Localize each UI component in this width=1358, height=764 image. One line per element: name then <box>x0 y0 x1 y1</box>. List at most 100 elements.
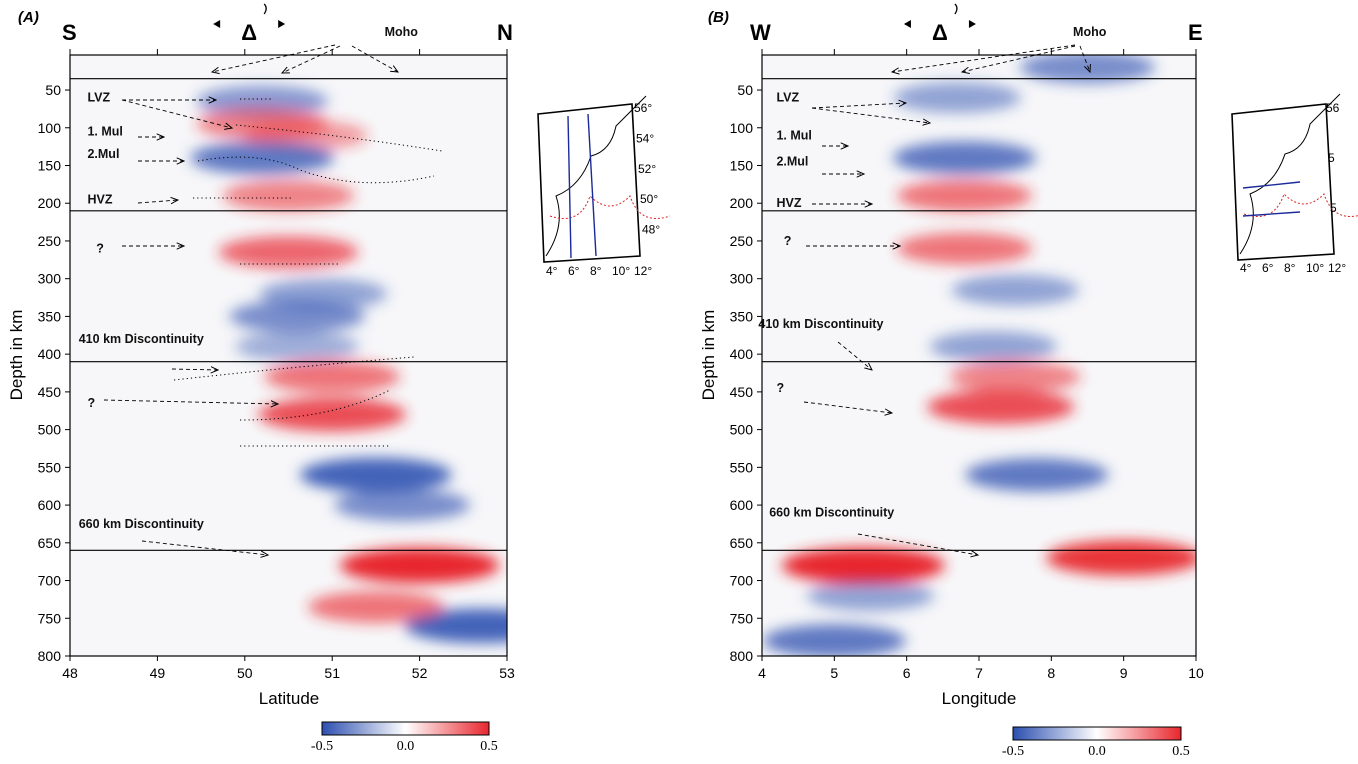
colorbar-tick-label: 0.5 <box>480 739 498 754</box>
y-tick-label: 300 <box>730 271 754 287</box>
anomaly-blob <box>951 274 1079 306</box>
annotation-label: LVZ <box>776 91 799 105</box>
anomaly-blob <box>1045 540 1196 576</box>
y-tick-label: 550 <box>730 459 754 475</box>
map-lat-tick: 56 <box>1326 101 1340 115</box>
left-arrowhead-icon <box>903 20 911 28</box>
dotted-trace <box>197 156 435 184</box>
anomaly-blob <box>235 331 360 362</box>
x-tick-label: 5 <box>830 665 838 681</box>
x-tick-label: 9 <box>1120 665 1128 681</box>
y-tick-label: 500 <box>38 422 62 438</box>
y-axis-title: Depth in km <box>7 310 26 401</box>
colorbar-tick-label: -0.5 <box>1002 744 1024 759</box>
map-lon-tick: 10° <box>1306 261 1324 275</box>
profile-line <box>567 115 572 259</box>
y-axis-title: Depth in km <box>699 310 718 401</box>
direction-right: E <box>1188 20 1203 45</box>
annotation-arrow <box>141 540 268 555</box>
annotation-arrow <box>121 99 232 128</box>
annotation-label: LVZ <box>87 91 110 105</box>
y-tick-label: 150 <box>38 157 62 173</box>
profile-line <box>1242 181 1301 189</box>
map-lat-tick: 5 <box>1330 201 1337 215</box>
y-tick-label: 250 <box>730 233 754 249</box>
x-tick-label: 4 <box>758 665 766 681</box>
annotation-arrows <box>103 44 1090 555</box>
y-tick-label: 750 <box>730 610 754 626</box>
y-tick-label: 600 <box>38 497 62 513</box>
annotation-label: HVZ <box>87 192 112 206</box>
annotation-arrow <box>811 103 906 109</box>
y-tick-label: 800 <box>730 648 754 664</box>
map-lat-tick: 56° <box>634 101 652 115</box>
anomaly-layer <box>762 55 1196 656</box>
panel-label: (B) <box>708 9 729 26</box>
annotation-label: ? <box>87 396 95 410</box>
y-tick-label: 200 <box>730 195 754 211</box>
x-tick-label: 10 <box>1188 665 1204 681</box>
panel-a: 5010015020025030035040045050055060065070… <box>7 3 1191 754</box>
annotation-arrow <box>171 369 218 370</box>
plot-frame <box>69 54 508 657</box>
y-tick-label: 800 <box>38 648 62 664</box>
colorbar-tick-label: 0.5 <box>1172 744 1190 759</box>
map-lat-tick: 52° <box>638 162 656 176</box>
y-tick-label: 700 <box>730 573 754 589</box>
map-lon-tick: 6° <box>1262 261 1274 275</box>
colorbar-tick-label: 0.0 <box>1088 744 1106 759</box>
anomaly-blob <box>893 82 1022 113</box>
annotation-label: ? <box>776 381 784 395</box>
y-tick-label: 650 <box>730 535 754 551</box>
y-tick-label: 500 <box>730 422 754 438</box>
map-lat-tick: 54° <box>636 131 654 145</box>
annotation-label: HVZ <box>776 196 801 210</box>
y-tick-label: 450 <box>38 384 62 400</box>
y-tick-label: 400 <box>38 346 62 362</box>
anomaly-blob <box>299 457 452 493</box>
map-lon-tick: 12° <box>1328 261 1346 275</box>
y-tick-label: 50 <box>737 82 753 98</box>
annotation-label: Moho <box>385 25 419 39</box>
y-tick-label: 650 <box>38 535 62 551</box>
anomaly-blob <box>781 547 946 584</box>
anomaly-blob <box>892 141 1037 175</box>
delta-tick-icon <box>263 3 267 15</box>
dotted-trace <box>235 124 443 152</box>
x-tick-label: 50 <box>237 665 253 681</box>
anomaly-blob <box>949 361 1081 393</box>
annotation-arrow <box>811 107 930 123</box>
profile-line <box>587 113 597 257</box>
annotation-arrow <box>837 341 872 370</box>
colorbar <box>1012 726 1182 741</box>
x-axis-title: Longitude <box>942 689 1017 708</box>
annotation-arrow <box>803 401 892 413</box>
delta-symbol: Δ <box>241 20 257 45</box>
anomaly-blob <box>896 179 1033 212</box>
y-tick-label: 50 <box>45 82 61 98</box>
inset-frame <box>1231 103 1335 261</box>
y-tick-label: 400 <box>730 346 754 362</box>
x-tick-label: 7 <box>975 665 983 681</box>
map-lon-tick: 8° <box>1284 261 1296 275</box>
annotation-arrow <box>962 45 1076 72</box>
annotation-arrow <box>282 45 341 73</box>
y-tick-label: 100 <box>730 120 754 136</box>
annotation-label: 410 km Discontinuity <box>79 332 204 346</box>
x-tick-label: 52 <box>412 665 428 681</box>
annotation-label: 1. Mul <box>87 125 122 139</box>
annotation-arrow <box>1079 45 1090 72</box>
annotation-label: 2.Mul <box>87 147 119 161</box>
y-tick-label: 450 <box>730 384 754 400</box>
direction-left: W <box>750 20 771 45</box>
y-tick-label: 550 <box>38 459 62 475</box>
annotation-label: ? <box>96 242 104 256</box>
y-tick-label: 600 <box>730 497 754 513</box>
anomaly-blob <box>404 608 507 644</box>
x-tick-label: 8 <box>1047 665 1055 681</box>
y-tick-label: 350 <box>38 308 62 324</box>
annotation-label: 2.Mul <box>776 155 808 169</box>
annotation-arrow <box>892 44 1076 72</box>
colorbar-tick-label: -0.5 <box>311 739 333 754</box>
